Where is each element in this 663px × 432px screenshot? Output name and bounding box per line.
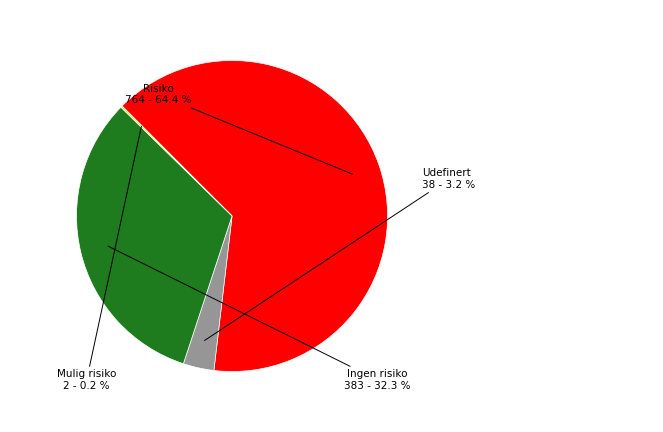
Text: Mulig risiko
2 - 0.2 %: Mulig risiko 2 - 0.2 %	[57, 126, 141, 391]
Wedge shape	[121, 106, 232, 216]
Text: Udefinert
38 - 3.2 %: Udefinert 38 - 3.2 %	[204, 168, 475, 340]
Wedge shape	[76, 107, 232, 364]
Wedge shape	[184, 216, 232, 371]
Wedge shape	[122, 60, 388, 372]
Text: Risiko
764 - 64.4 %: Risiko 764 - 64.4 %	[125, 83, 353, 174]
Text: Ingen risiko
383 - 32.3 %: Ingen risiko 383 - 32.3 %	[108, 246, 410, 391]
